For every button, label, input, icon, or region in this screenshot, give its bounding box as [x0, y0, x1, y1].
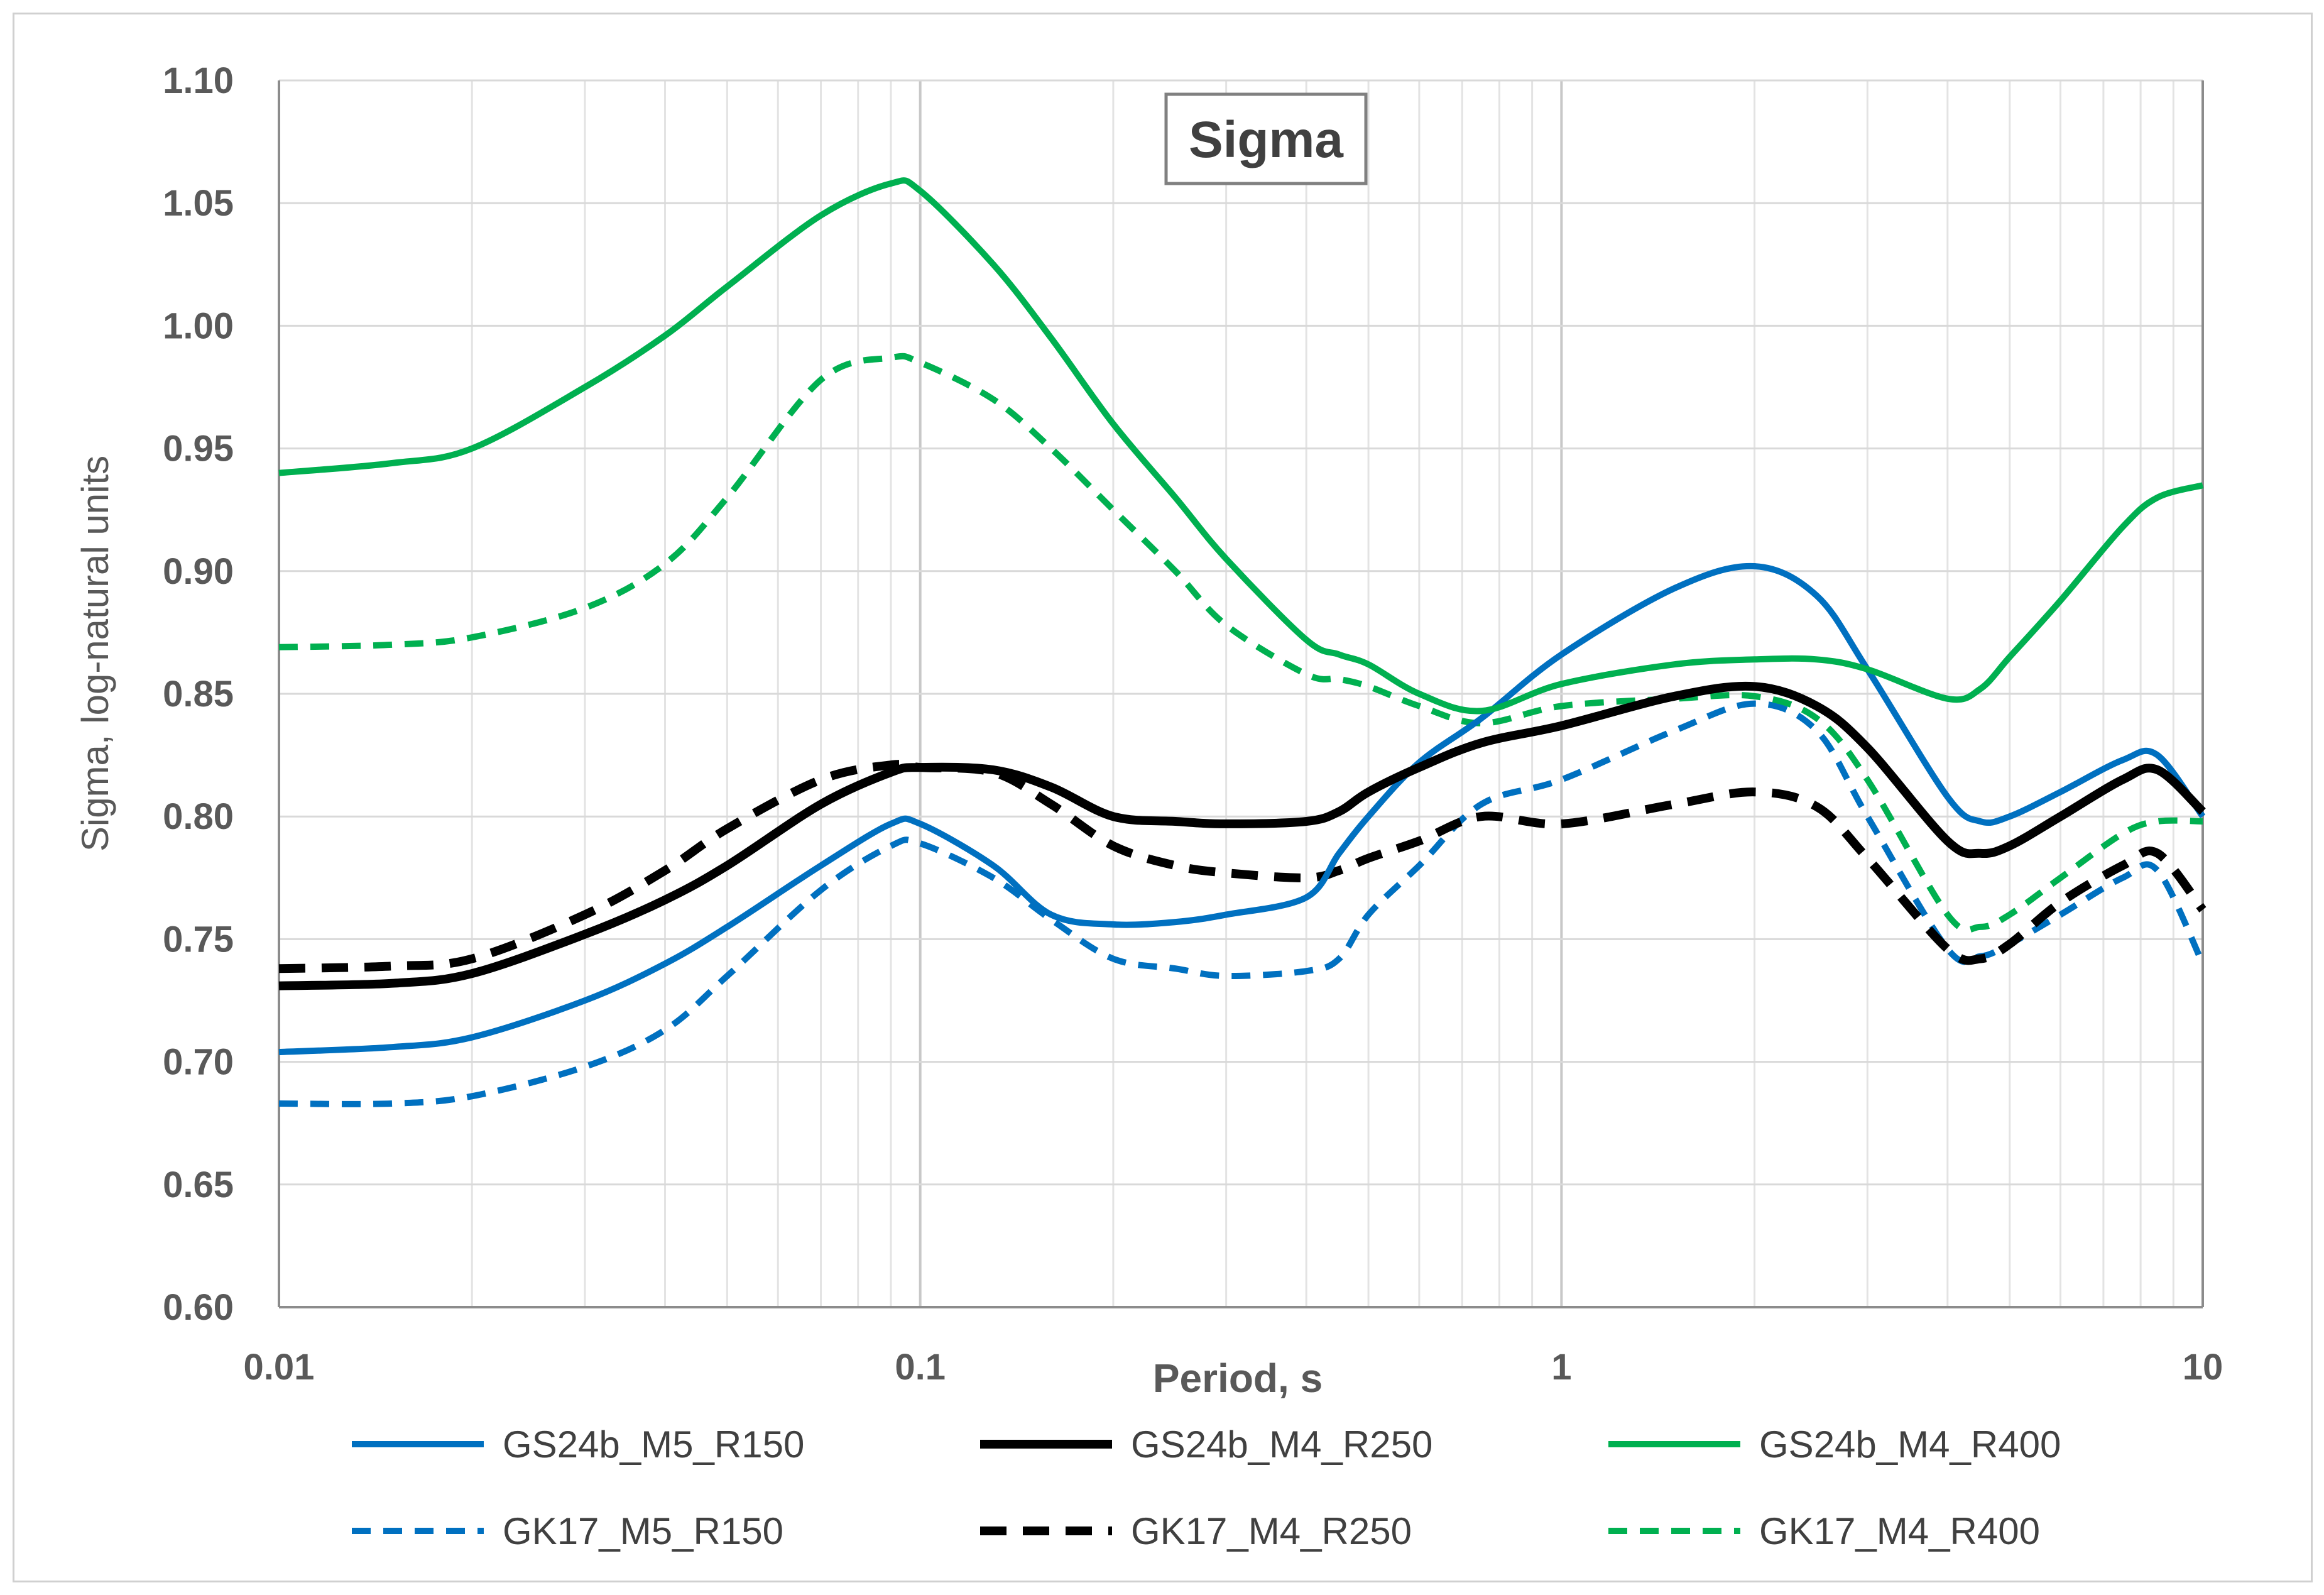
legend-label: GS24b_M4_R400	[1759, 1423, 2061, 1466]
legend: GS24b_M5_R150 GS24b_M4_R250 GS24b_M4_R400 G…	[352, 1423, 2061, 1552]
series-line-gk17-m4-r400	[278, 353, 2203, 933]
series-layer	[278, 177, 2207, 1107]
x-tick-label: 0.1	[895, 1347, 946, 1388]
tick-labels: 0.60 0.65 0.70 0.75 0.80 0.85 0.90 0.95 1.00 1.05…	[163, 60, 2223, 1388]
y-tick-label: 1.05	[163, 183, 234, 224]
axes-layer	[278, 80, 2204, 1308]
x-axis-label: Period, s	[1153, 1356, 1323, 1401]
y-tick-label: 0.70	[163, 1042, 234, 1083]
chart-frame	[13, 13, 2313, 1582]
grid-layer	[278, 79, 2204, 1308]
y-tick-label: 1.10	[163, 60, 234, 101]
series-line-gk17-m5-r150	[278, 700, 2206, 1107]
series-line-gs24b-m4-r400	[278, 177, 2204, 715]
y-tick-label: 0.75	[163, 919, 234, 960]
series-line-gs24b-m5-r150	[278, 562, 2206, 1055]
y-tick-label: 1.00	[163, 305, 234, 346]
chart-title: Sigma	[1189, 111, 1344, 168]
y-tick-label: 0.65	[163, 1165, 234, 1205]
legend-label: GK17_M4_R250	[1131, 1510, 1412, 1552]
y-tick-label: 0.60	[163, 1287, 234, 1328]
y-tick-label: 0.90	[163, 551, 234, 592]
chart-title-box: Sigma	[1164, 92, 1368, 185]
y-tick-label: 0.85	[163, 674, 234, 715]
legend-label: GS24b_M4_R250	[1131, 1423, 1432, 1466]
legend-label: GS24b_M5_R150	[503, 1423, 804, 1466]
x-tick-label: 0.01	[244, 1347, 315, 1388]
y-tick-label: 0.95	[163, 429, 234, 469]
legend-label: GK17_M4_R400	[1759, 1510, 2040, 1552]
series-line-gs24b-m4-r250	[278, 681, 2206, 990]
x-tick-label: 1	[1551, 1347, 1571, 1388]
y-tick-label: 0.80	[163, 796, 234, 837]
y-axis-label: Sigma, log-natural units	[74, 456, 116, 852]
legend-label: GK17_M5_R150	[503, 1510, 783, 1552]
title-border	[1164, 92, 1368, 185]
x-tick-label: 10	[2183, 1347, 2223, 1388]
